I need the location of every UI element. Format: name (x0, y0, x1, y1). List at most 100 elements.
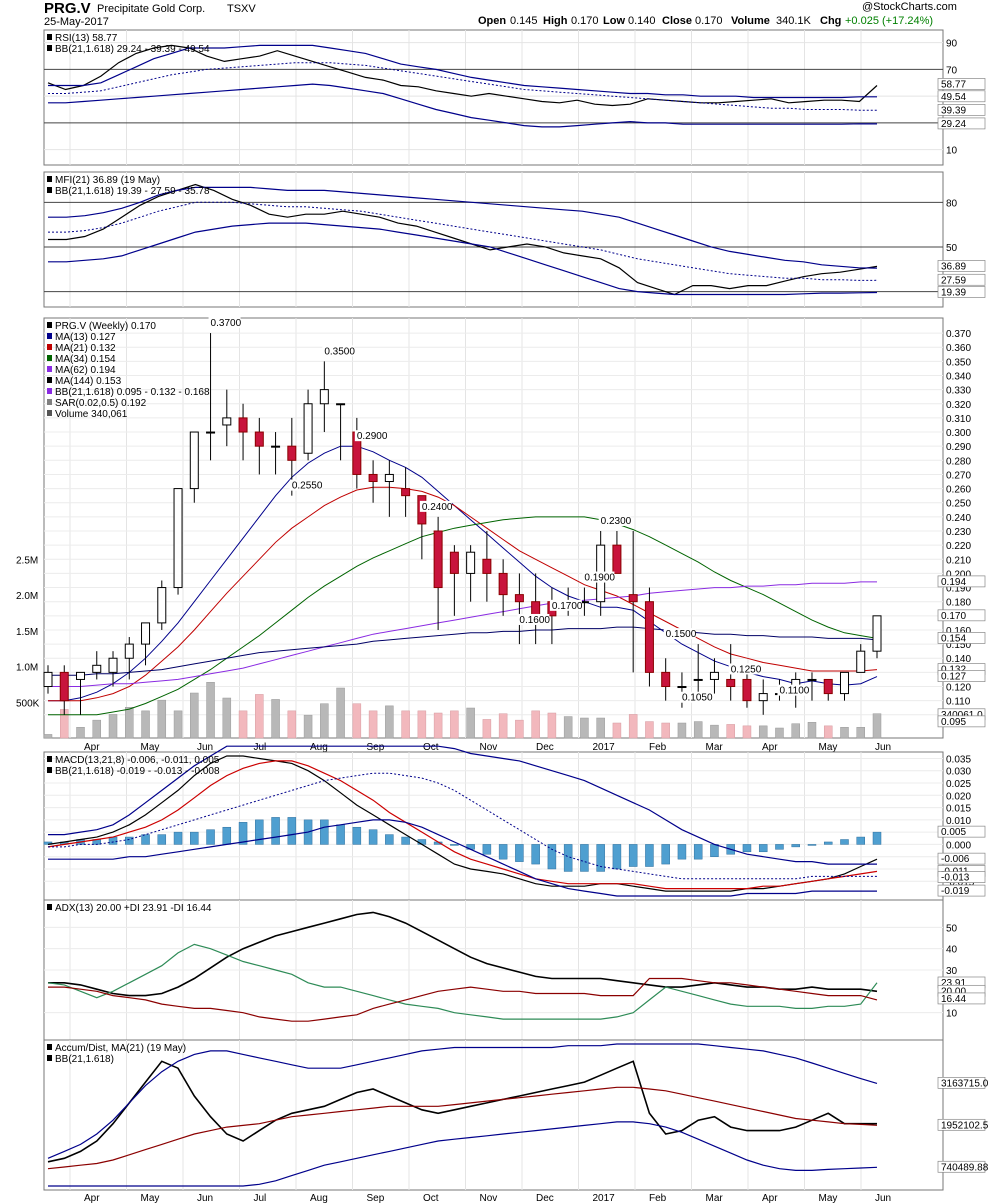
adx-panel: 50 40 30 10 ADX(13) 20.00 +DI 23.91 -DI 16.4… (43, 899, 986, 1041)
annotation-box (598, 515, 631, 526)
chg-value: +0.025 (+17.24%) (845, 15, 934, 27)
volume-bar (352, 703, 362, 739)
volume-bar (563, 716, 573, 739)
y-tick-label: 90 (946, 39, 958, 50)
value-label-box (937, 78, 986, 90)
y-tick-label: 0.250 (946, 499, 971, 510)
candle-body (466, 551, 476, 574)
macd-histogram-bar (43, 841, 53, 845)
macd-histogram-bar (157, 834, 167, 845)
candle-body (319, 389, 329, 405)
volume-bar (482, 719, 492, 739)
macd-histogram-bar (710, 844, 719, 857)
price-annotation: 0.2400 (422, 502, 453, 513)
price-annotation: 0.1500 (666, 629, 697, 640)
candle-body (644, 601, 654, 673)
candle-body (758, 693, 768, 702)
candle-body (742, 678, 752, 702)
x-month-label: 2017 (593, 1193, 616, 1204)
symbol-title: PRG.V (44, 0, 91, 17)
volume-bar (450, 710, 459, 739)
volume-bar (320, 703, 329, 739)
value-label-box (937, 575, 986, 588)
volume-bar (693, 721, 703, 739)
value-label: 19.39 (941, 287, 966, 298)
legend-swatch (47, 1055, 52, 1061)
legend-swatch (47, 388, 52, 394)
x-month-label: Nov (480, 1193, 498, 1204)
x-month-label: Apr (762, 1193, 778, 1204)
rsi-series-line (48, 62, 878, 111)
ad-series-line (47, 1086, 878, 1170)
candle-body (108, 657, 118, 673)
value-label: 0.170 (941, 611, 966, 622)
value-label: -0.006 (941, 854, 970, 865)
price-annotation: 0.3700 (211, 318, 242, 329)
legend-entry: ADX(13) 20.00 +DI 23.91 -DI 16.44 (55, 903, 212, 914)
legend-swatch (47, 1044, 52, 1050)
x-month-label: Mar (706, 1193, 724, 1204)
open-label: Open (478, 15, 507, 27)
macd-histogram-bar (287, 817, 297, 845)
annotation-box (679, 691, 712, 703)
macd-series-line (47, 760, 878, 890)
close-label: Close (662, 15, 692, 27)
macd-histogram-bar (190, 831, 199, 845)
x-month-label: Nov (480, 742, 498, 753)
chart-header: PRG.V Precipitate Gold Corp. TSXV 25-May… (0, 0, 990, 30)
y-tick-label: 0.025 (946, 779, 971, 790)
legend-swatch (47, 767, 52, 773)
price-annotation: 0.3500 (324, 346, 355, 357)
x-month-label: Jul (254, 742, 267, 753)
value-label-box (937, 260, 986, 272)
x-month-label: May (819, 1193, 838, 1204)
y-tick-label: 0.140 (946, 654, 971, 665)
legend-entry: BB(21,1.618) -0.019 - -0.013 - -0.008 (55, 766, 220, 777)
value-label-box (937, 609, 986, 622)
volume-bar (141, 710, 150, 739)
mfi-panel: 80 50 MFI(21) 36.89 (19 May)BB(21,1.618) 1… (43, 171, 986, 308)
low-value: 0.140 (628, 15, 656, 27)
volume-bar (515, 719, 524, 739)
candle-body (709, 671, 719, 680)
candle-body (482, 558, 492, 574)
x-month-label: Jun (875, 1193, 891, 1204)
candle-body (872, 615, 882, 652)
x-month-label: Jun (875, 742, 891, 753)
annotation-box (663, 628, 696, 640)
price-annotation: 0.1900 (584, 573, 615, 584)
candle-body (433, 530, 443, 589)
legend-swatch (47, 34, 52, 40)
candle-body (173, 488, 183, 589)
volume-bar (758, 725, 768, 739)
y-tick-label: 0.150 (946, 640, 971, 651)
value-label: 1952102.5 (941, 1120, 989, 1131)
macd-histogram-bar (840, 839, 849, 845)
mfi-panel-frame (43, 171, 944, 308)
macd-histogram-bar (645, 844, 654, 867)
value-label: -0.013 (941, 873, 970, 884)
y-tick-label: 0.280 (946, 456, 971, 467)
price-annotation: 0.2900 (357, 431, 388, 442)
macd-histogram-bar (498, 844, 508, 860)
x-month-label: May (141, 742, 160, 753)
legend-swatch (47, 399, 52, 405)
volume-bar (336, 687, 345, 739)
volume-tick-label: 500K (16, 698, 40, 709)
volume-bar (190, 692, 199, 739)
x-month-label: Apr (84, 1193, 100, 1204)
close-value: 0.170 (695, 15, 723, 27)
y-tick-label: 10 (946, 146, 958, 157)
macd-histogram-bar (547, 844, 557, 870)
macd-histogram-bar (352, 826, 362, 845)
y-tick-label: 0.370 (946, 329, 971, 340)
y-tick-label: 0.240 (946, 513, 971, 524)
volume-tick-label: 1.0M (16, 663, 38, 674)
price-annotation: 0.2300 (601, 516, 632, 527)
x-month-label: Apr (762, 742, 778, 753)
ma-line (48, 581, 877, 687)
candle-body (612, 544, 622, 574)
ad-series-line (47, 1043, 878, 1159)
